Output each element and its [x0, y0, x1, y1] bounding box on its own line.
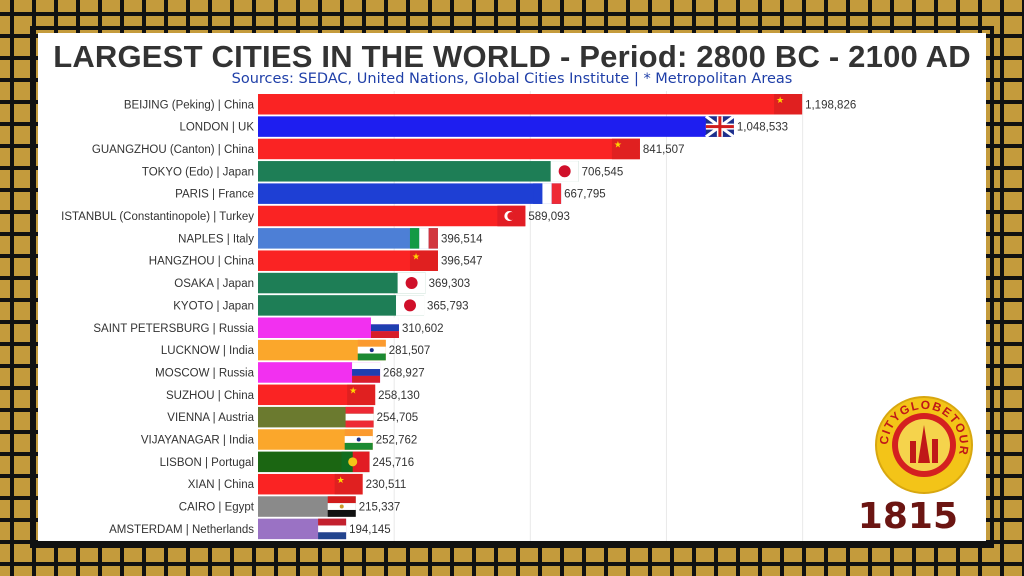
bar-8 — [258, 272, 426, 294]
value-label-15: 252,762 — [376, 435, 418, 447]
chart-subtitle: Sources: SEDAC, United Nations, Global C… — [231, 71, 793, 87]
value-label-12: 268,927 — [383, 367, 425, 379]
flag-japan-icon — [550, 161, 579, 182]
flag-japan-icon — [396, 295, 425, 316]
bar-5 — [258, 205, 526, 227]
value-label-17: 230,511 — [366, 479, 407, 491]
bar-0 — [258, 94, 803, 115]
svg-text:★: ★ — [776, 96, 784, 106]
value-label-14: 254,705 — [377, 412, 419, 424]
flag-russia-icon — [370, 317, 399, 338]
chart-title: LARGEST CITIES IN THE WORLD - Period: 28… — [53, 39, 971, 74]
bar-11 — [258, 339, 386, 361]
category-label-6: NAPLES | Italy — [178, 233, 254, 245]
bar-6 — [258, 228, 438, 249]
category-label-4: PARIS | France — [175, 189, 254, 201]
bar-14 — [258, 406, 374, 428]
bar-10 — [258, 317, 399, 338]
category-label-9: KYOTO | Japan — [173, 300, 254, 312]
category-label-12: MOSCOW | Russia — [155, 367, 254, 379]
category-label-17: XIAN | China — [188, 479, 255, 491]
bar-13 — [258, 384, 376, 406]
city-globe-tour-logo: CITYGLOBETOUR — [875, 396, 973, 494]
flag-netherlands-icon — [318, 518, 347, 540]
svg-text:★: ★ — [614, 141, 622, 151]
category-label-3: TOKYO (Edo) | Japan — [142, 166, 254, 178]
bar-3 — [258, 161, 579, 182]
flag-france-icon — [533, 183, 562, 204]
svg-text:★: ★ — [412, 252, 420, 262]
category-label-0: BEIJING (Peking) | China — [124, 99, 255, 111]
category-label-10: SAINT PETERSBURG | Russia — [93, 323, 254, 335]
flag-egypt-icon — [327, 496, 356, 517]
value-label-10: 310,602 — [402, 323, 444, 335]
bar-4 — [258, 183, 562, 204]
value-label-5: 589,093 — [528, 211, 570, 223]
value-label-9: 365,793 — [427, 300, 469, 312]
value-label-18: 215,337 — [359, 502, 401, 514]
flag-portugal-icon — [341, 451, 370, 473]
svg-text:★: ★ — [337, 476, 345, 486]
value-label-3: 706,545 — [582, 166, 624, 178]
bar-chart: BEIJING (Peking) | China ★ 1,198,826 LONDON… — [61, 91, 856, 541]
value-label-19: 194,145 — [349, 524, 391, 536]
flag-china-icon: ★ — [334, 473, 363, 495]
value-label-8: 369,303 — [429, 278, 471, 290]
category-label-1: LONDON | UK — [179, 122, 254, 134]
bar-15 — [258, 429, 373, 450]
value-label-16: 245,716 — [373, 457, 415, 469]
bar-7 — [258, 250, 438, 271]
value-label-6: 396,514 — [441, 233, 483, 245]
flag-china-icon: ★ — [611, 138, 640, 160]
category-label-14: VIENNA | Austria — [167, 412, 254, 424]
svg-text:★: ★ — [349, 387, 357, 397]
flag-russia-icon — [352, 362, 381, 383]
year-counter: 1815 — [857, 496, 958, 537]
flag-uk-icon — [704, 115, 735, 139]
category-label-13: SUZHOU | China — [166, 390, 255, 402]
flag-china-icon: ★ — [347, 384, 376, 406]
value-label-0: 1,198,826 — [805, 99, 856, 111]
category-label-19: AMSTERDAM | Netherlands — [109, 524, 254, 536]
category-label-7: HANGZHOU | China — [149, 256, 255, 268]
category-label-15: VIJAYANAGAR | India — [141, 435, 255, 447]
flag-italy-icon — [409, 228, 438, 249]
category-label-2: GUANGZHOU (Canton) | China — [92, 144, 255, 156]
value-label-1: 1,048,533 — [737, 122, 788, 134]
flag-china-icon: ★ — [409, 250, 438, 271]
category-label-11: LUCKNOW | India — [161, 345, 255, 357]
bar-12 — [258, 362, 381, 383]
flag-india-icon — [344, 429, 373, 450]
category-label-18: CAIRO | Egypt — [179, 502, 255, 514]
bar-9 — [258, 295, 425, 316]
flag-india-icon — [357, 339, 386, 361]
flag-china-icon: ★ — [774, 94, 803, 115]
value-label-4: 667,795 — [564, 189, 606, 201]
frame-border — [30, 26, 994, 548]
flag-austria-icon — [345, 406, 374, 428]
bar-2 — [258, 138, 640, 160]
category-label-8: OSAKA | Japan — [174, 278, 254, 290]
flag-turkey-icon — [497, 205, 526, 227]
bar-1 — [258, 116, 734, 137]
category-label-5: ISTANBUL (Constantinopole) | Turkey — [61, 211, 254, 223]
flag-japan-icon — [397, 272, 426, 294]
value-label-7: 396,547 — [441, 256, 483, 268]
value-label-11: 281,507 — [389, 345, 431, 357]
chart-panel: LARGEST CITIES IN THE WORLD - Period: 28… — [38, 33, 986, 541]
value-label-2: 841,507 — [643, 144, 685, 156]
value-label-13: 258,130 — [378, 390, 420, 402]
category-label-16: LISBON | Portugal — [160, 457, 254, 469]
